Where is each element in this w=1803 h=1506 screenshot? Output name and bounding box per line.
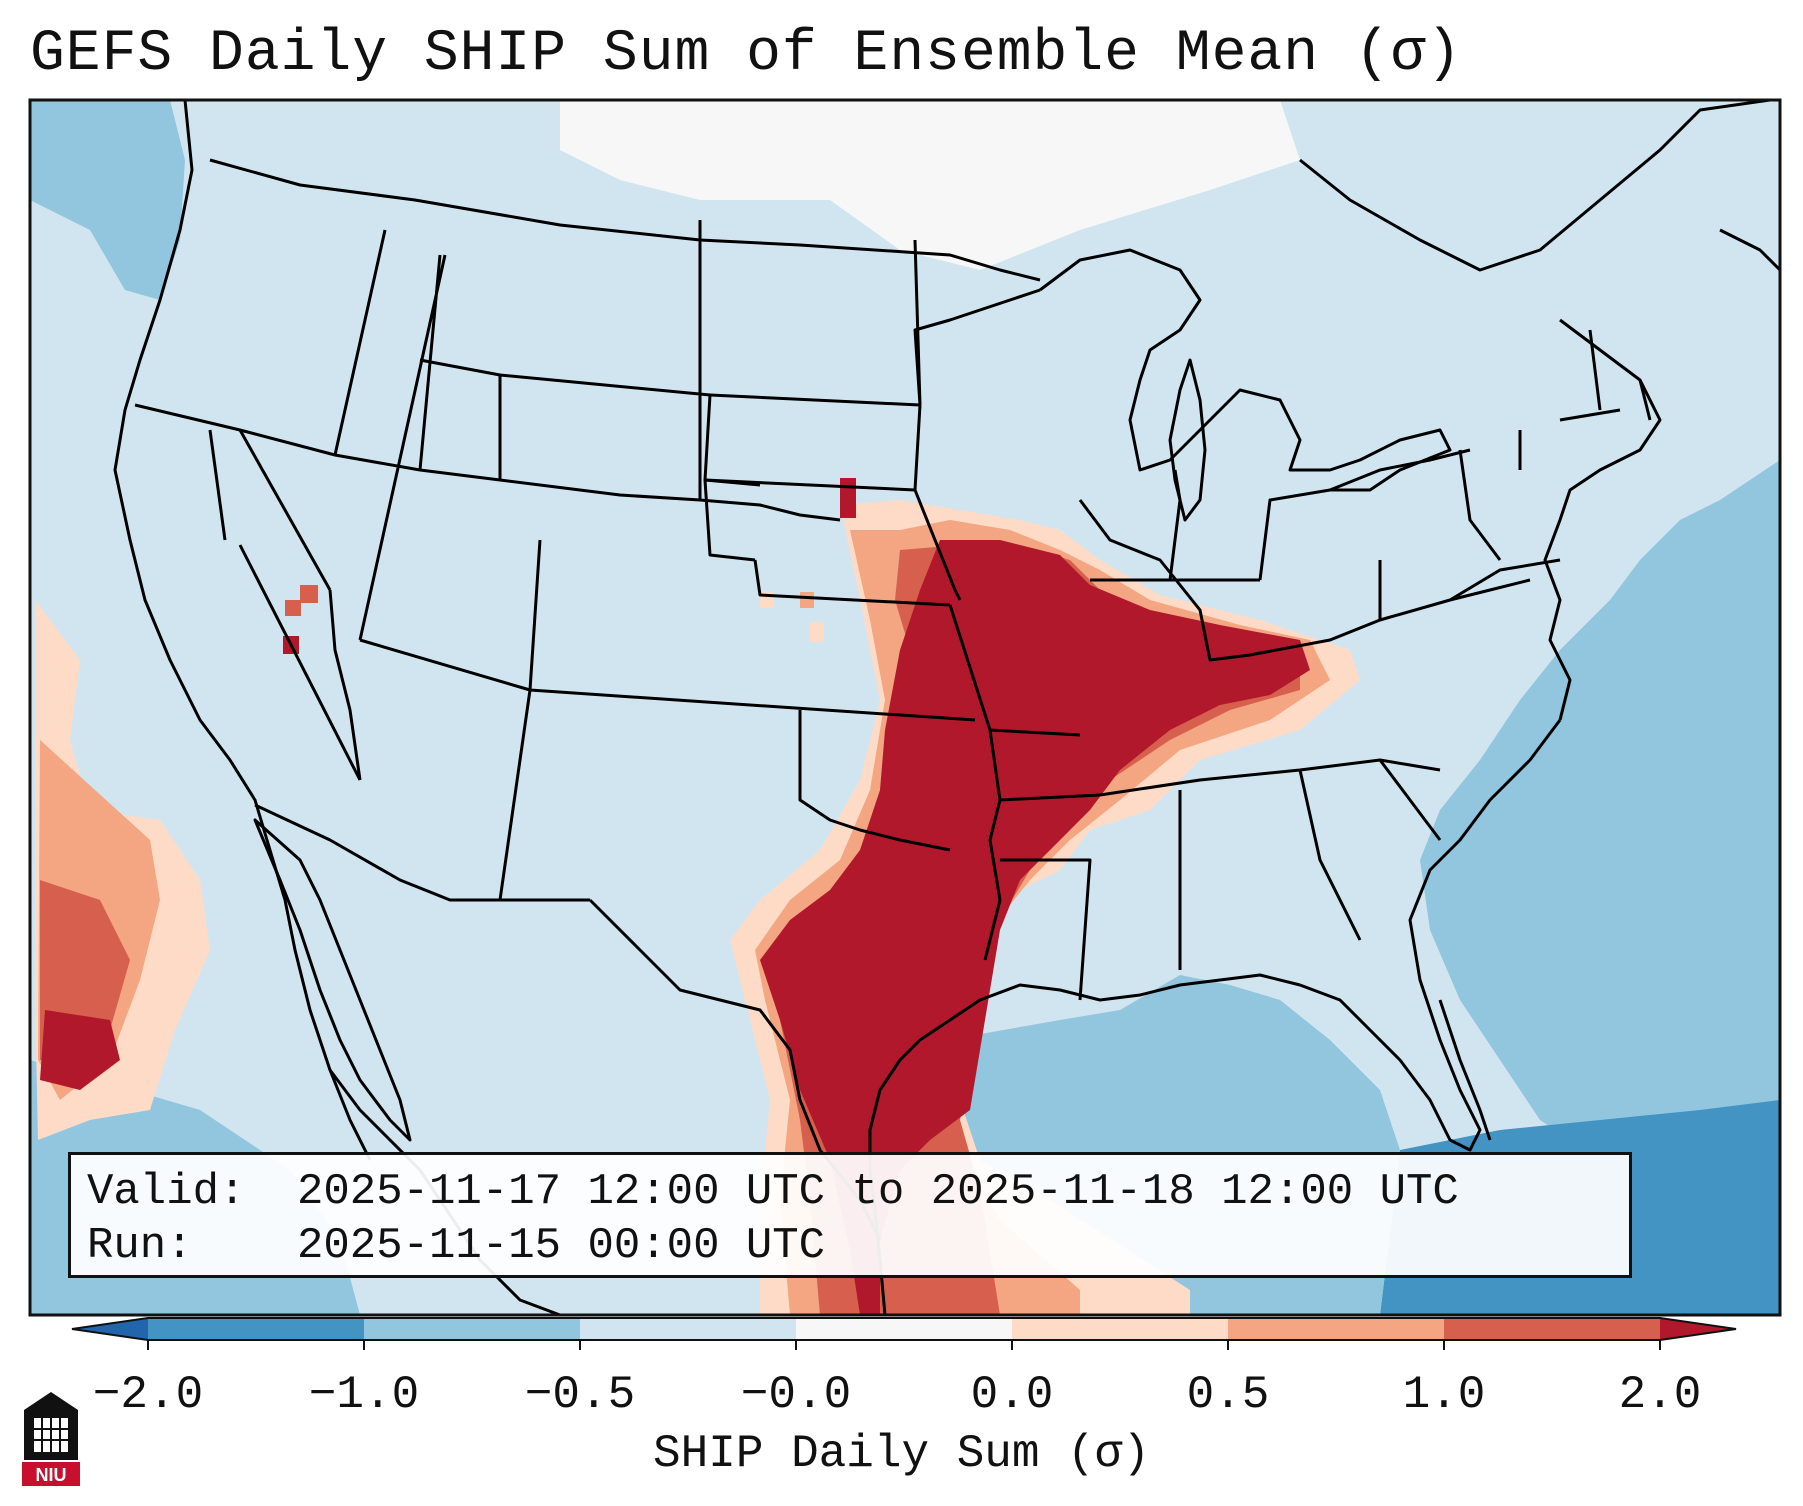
valid-line: Valid: 2025-11-17 12:00 UTC to 2025-11-18… <box>87 1165 1613 1219</box>
atlantic-ocean-field <box>1420 460 1780 1180</box>
nevada-cell-a <box>300 585 318 603</box>
colorbar-under-triangle <box>72 1318 148 1340</box>
logo-window-grid <box>34 1418 68 1452</box>
tick-label: 2.0 <box>1619 1369 1702 1421</box>
niu-logo: NIU <box>22 1392 80 1486</box>
tick-label: 0.5 <box>1187 1369 1270 1421</box>
ok-cell-c <box>810 622 824 642</box>
run-label: Run: <box>87 1221 193 1271</box>
tick-label: −0.0 <box>741 1369 851 1421</box>
great-lakes-outline <box>1039 248 1452 492</box>
colorbar-bin-1 <box>148 1318 364 1340</box>
central-anomaly-extreme <box>760 540 1310 1315</box>
valid-run-info-box: Valid: 2025-11-17 12:00 UTC to 2025-11-18… <box>68 1152 1632 1278</box>
baja-peninsula <box>253 818 412 1142</box>
colorbar-tick-marks <box>147 1340 1661 1350</box>
map-frame <box>28 98 1782 1317</box>
map-panel <box>30 100 1780 1315</box>
valid-label: Valid: <box>87 1167 246 1217</box>
tick-label: −0.5 <box>525 1369 635 1421</box>
colorbar-label: SHIP Daily Sum (σ) <box>653 1428 1150 1480</box>
ok-cell-b <box>800 592 814 608</box>
tick-label: −2.0 <box>93 1369 203 1421</box>
valid-value: 2025-11-17 12:00 UTC to 2025-11-18 12:00… <box>297 1167 1459 1217</box>
chart-title: GEFS Daily SHIP Sum of Ensemble Mean (σ) <box>30 22 1463 87</box>
west-coastline <box>113 100 372 1161</box>
colorbar-bin-4 <box>796 1318 1012 1340</box>
colorbar-over-triangle <box>1660 1318 1736 1340</box>
colorbar-bin-6 <box>1228 1318 1444 1340</box>
us-mexico-border-west <box>254 803 590 902</box>
colorbar-bin-5 <box>1012 1318 1228 1340</box>
southeast-coastline <box>1299 719 1562 1152</box>
pacific-ocean-field <box>30 100 185 300</box>
lake-michigan <box>1168 358 1207 522</box>
colorbar-bin-3 <box>580 1318 796 1340</box>
kansas-cell <box>840 478 856 518</box>
tick-label: −1.0 <box>309 1369 419 1421</box>
state-lines-central <box>704 239 1101 1001</box>
florida-peninsula <box>1438 999 1492 1141</box>
run-line: Run: 2025-11-15 00:00 UTC <box>87 1219 1613 1273</box>
tick-label: 1.0 <box>1403 1369 1486 1421</box>
pacific-anomaly-extreme <box>40 1010 120 1090</box>
colorbar: −2.0 −1.0 −0.5 −0.0 0.0 0.5 1.0 2.0 <box>71 1317 1737 1421</box>
run-value: 2025-11-15 00:00 UTC <box>297 1221 826 1271</box>
logo-banner <box>22 1462 80 1486</box>
state-lines-east <box>1078 329 1652 970</box>
nevada-cell-b <box>285 600 301 616</box>
tick-label: 0.0 <box>971 1369 1054 1421</box>
colorbar-bin-2 <box>364 1318 580 1340</box>
colorbar-bin-7 <box>1444 1318 1660 1340</box>
logo-text: NIU <box>36 1465 67 1485</box>
state-lines-west <box>134 220 841 901</box>
northern-neutral-field <box>560 100 1300 270</box>
